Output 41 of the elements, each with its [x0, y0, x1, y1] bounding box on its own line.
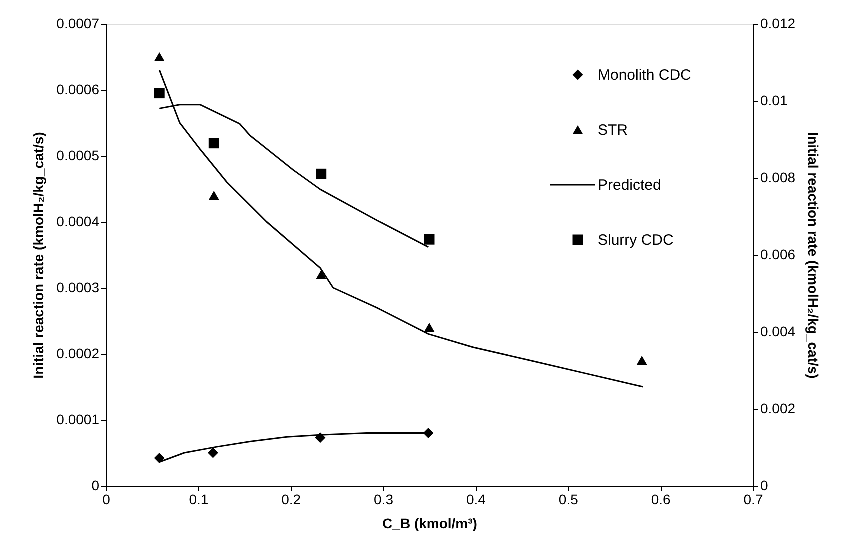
x-tick-label: 0.2	[282, 492, 302, 508]
y-tick-label: 0	[92, 478, 100, 494]
x-tick-label: 0.7	[744, 492, 764, 508]
x-tick-label: 0.5	[558, 492, 579, 508]
y-tick-label: 0.0005	[56, 148, 100, 164]
x-axis-title: C_B (kmol/m³)	[382, 516, 478, 532]
legend-label: Predicted	[598, 177, 662, 194]
y-tick-label: 0.0004	[56, 214, 100, 230]
y2-tick-label: 0.008	[760, 170, 796, 186]
legend-label: Slurry CDC	[598, 232, 674, 249]
point	[154, 52, 165, 62]
legend-label: STR	[598, 122, 628, 139]
point	[316, 270, 327, 280]
x-tick-label: 0	[102, 492, 111, 508]
x-tick-label: 0.4	[466, 492, 486, 508]
point	[208, 191, 220, 200]
y-tick-label: 0.0001	[56, 412, 100, 428]
y-tick-label: 0.0006	[56, 82, 100, 98]
point	[154, 453, 165, 464]
point	[208, 448, 218, 458]
y-tick-label: 0.0007	[56, 16, 100, 32]
y2-tick-label: 0.002	[760, 400, 796, 416]
point	[636, 356, 648, 366]
y2-axis-title: Initial reaction rate (kmolH₂/kg_cat/s)	[806, 132, 822, 379]
x-tick-label: 0.3	[374, 492, 394, 508]
point	[154, 88, 165, 99]
point	[316, 168, 327, 180]
y2-tick-label: 0.01	[760, 92, 788, 108]
y2-tick-label: 0	[760, 478, 768, 494]
x-tick-label: 0.6	[651, 492, 672, 508]
point	[424, 234, 435, 245]
y-axis-title: Initial reaction rate (kmolH₂/kg_cat/s)	[30, 132, 47, 379]
y-tick-label: 0.0003	[56, 280, 100, 296]
y-tick-label: 0.0002	[56, 346, 100, 362]
legend-label: Monolith CDC	[598, 67, 692, 84]
y2-tick-label: 0.012	[760, 16, 796, 32]
y2-tick-label: 0.006	[760, 246, 796, 262]
point	[424, 323, 435, 332]
x-tick-label: 0.1	[189, 492, 209, 508]
point	[208, 138, 220, 149]
y2-tick-label: 0.004	[760, 324, 796, 340]
